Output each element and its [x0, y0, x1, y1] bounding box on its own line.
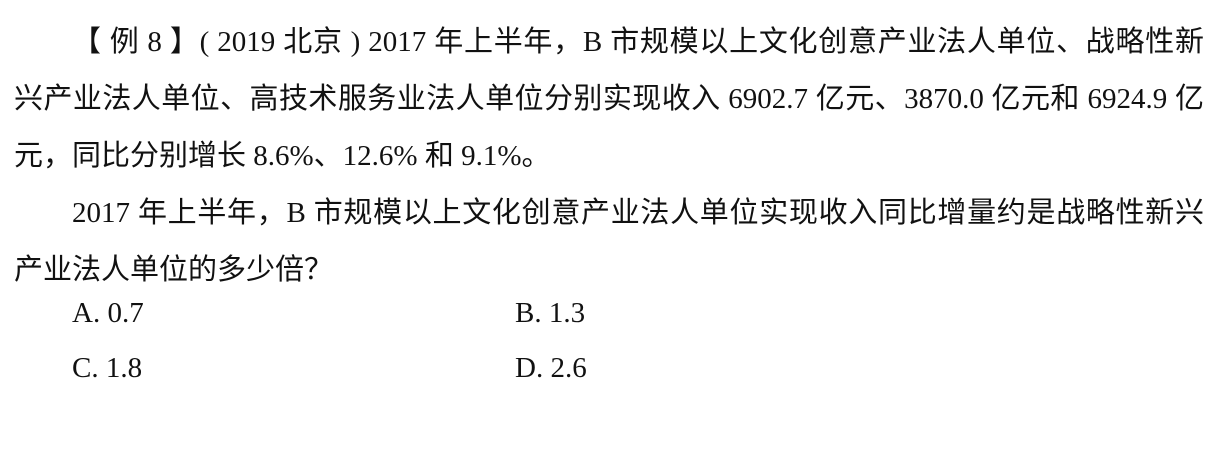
- question-page: 【 例 8 】( 2019 北京 ) 2017 年上半年，B 市规模以上文化创意…: [14, 0, 1204, 462]
- option-d[interactable]: D. 2.6: [515, 352, 587, 384]
- question-stem: 2017 年上半年，B 市规模以上文化创意产业法人单位实现收入同比增量约是战略性…: [14, 197, 1204, 286]
- question-intro: 【 例 8 】( 2019 北京 ) 2017 年上半年，B 市规模以上文化创意…: [14, 26, 1204, 172]
- answer-options: A. 0.7 B. 1.3 C. 1.8 D. 2.6: [14, 286, 1204, 396]
- option-b[interactable]: B. 1.3: [515, 297, 586, 329]
- option-c[interactable]: C. 1.8: [72, 352, 143, 384]
- options-row-1: A. 0.7 B. 1.3: [14, 286, 1204, 341]
- options-row-2: C. 1.8 D. 2.6: [14, 341, 1204, 396]
- option-a[interactable]: A. 0.7: [72, 297, 144, 329]
